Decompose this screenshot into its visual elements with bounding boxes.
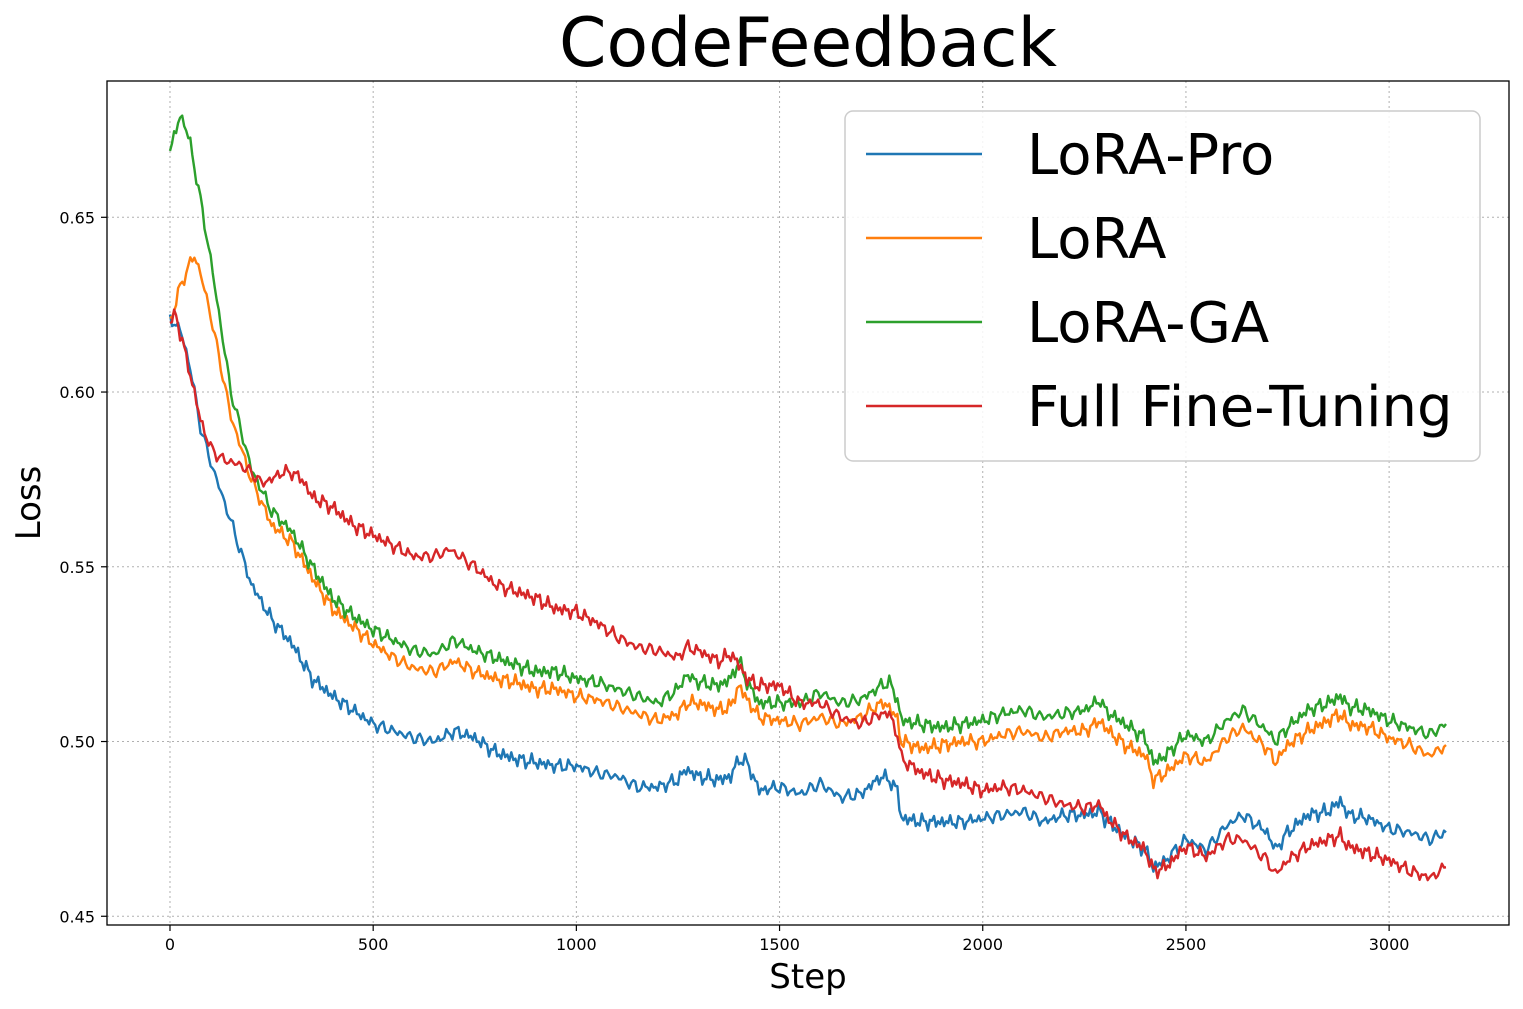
x-tick-label: 2000 <box>962 935 1003 954</box>
x-tick-label: 2500 <box>1166 935 1207 954</box>
x-tick-label: 500 <box>358 935 389 954</box>
legend-label: LoRA-GA <box>1027 291 1269 356</box>
series-line-lora-ga <box>168 114 1447 766</box>
plot-frame <box>106 80 1510 926</box>
legend-box <box>844 110 1481 462</box>
legend-label: LoRA <box>1027 207 1166 272</box>
x-axis-label: Step <box>769 957 846 997</box>
x-axis-ticks: 0 500 1000 1500 2000 2500 3000 <box>165 925 1410 954</box>
x-tick-label: 1000 <box>556 935 597 954</box>
x-tick-label: 3000 <box>1369 935 1410 954</box>
y-tick-label: 0.45 <box>59 907 95 926</box>
legend: LoRA-Pro LoRA LoRA-GA Full Fine-Tuning <box>844 110 1481 462</box>
series-line-lora <box>169 256 1447 790</box>
y-tick-label: 0.55 <box>59 558 95 577</box>
y-tick-label: 0.50 <box>59 733 95 752</box>
y-tick-label: 0.65 <box>59 208 95 227</box>
x-tick-label: 0 <box>165 935 175 954</box>
series-line-lora-pro <box>168 314 1447 873</box>
legend-label: Full Fine-Tuning <box>1027 375 1453 440</box>
legend-label: LoRA-Pro <box>1027 123 1274 188</box>
chart-title: CodeFeedback <box>559 4 1058 83</box>
y-axis-label: Loss <box>9 466 49 541</box>
gridlines <box>107 81 1509 925</box>
series-lines <box>168 114 1447 882</box>
x-tick-label: 1500 <box>759 935 800 954</box>
y-tick-label: 0.60 <box>59 383 95 402</box>
series-line-full-fine-tuning <box>169 308 1447 882</box>
y-axis-ticks: 0.45 0.50 0.55 0.60 0.65 <box>59 208 107 926</box>
